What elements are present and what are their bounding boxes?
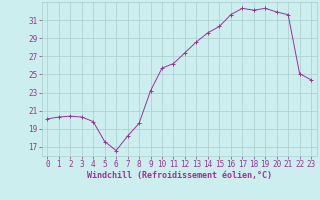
X-axis label: Windchill (Refroidissement éolien,°C): Windchill (Refroidissement éolien,°C)	[87, 171, 272, 180]
